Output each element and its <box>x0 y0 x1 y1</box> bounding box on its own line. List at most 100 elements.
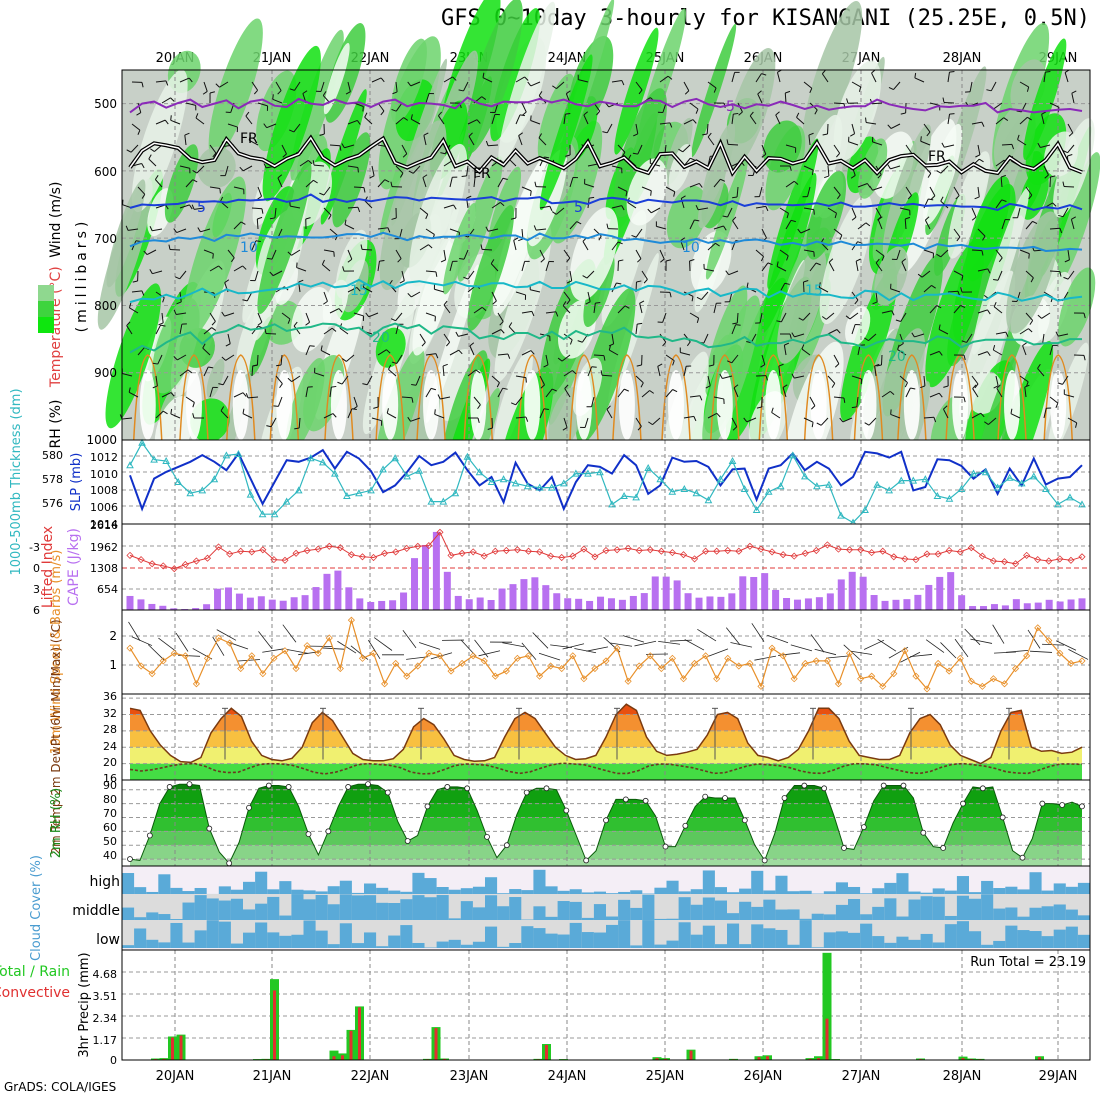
warm-contour <box>324 354 354 441</box>
wind-barb-flag <box>1026 86 1030 92</box>
rh-marker <box>464 785 471 792</box>
thickness-slp-lines <box>126 438 1086 526</box>
wind-barb-flag <box>631 234 637 238</box>
wind-barb <box>443 204 454 209</box>
cloud-cell <box>714 944 728 948</box>
wind-barb <box>491 291 497 302</box>
cloud-cell <box>315 891 329 894</box>
cloud-cell-bg <box>606 894 619 920</box>
wind-barb-flag <box>380 77 385 83</box>
wind-barb <box>347 249 353 260</box>
wind-barb <box>200 228 211 233</box>
rh-shade-blob <box>409 143 468 287</box>
wind-barb-flag <box>437 394 441 400</box>
warm-contour <box>710 354 740 441</box>
wind-barb <box>257 312 263 323</box>
cape-bar <box>268 599 276 610</box>
wind-barb <box>195 117 205 125</box>
wind-barb <box>689 102 699 110</box>
wind-barb-flag <box>165 204 169 210</box>
wind-barb <box>833 102 845 105</box>
cloud-cell <box>388 935 401 948</box>
cloud-cell <box>763 928 776 948</box>
thickness-marker <box>138 438 146 446</box>
wind-barb <box>827 207 837 214</box>
wind-barb <box>122 373 133 377</box>
wind-barb-flag <box>525 377 527 383</box>
wind-barb-flag <box>925 216 930 221</box>
wind-barb <box>377 179 386 188</box>
wind-barb <box>401 270 405 281</box>
surface-wind-barb <box>550 644 573 649</box>
precip-tick: 4.68 <box>93 968 118 981</box>
cloud-layer-labels: high middle low <box>72 874 120 948</box>
rh-shade-blob <box>524 370 541 440</box>
cloud-cell-bg <box>860 894 873 920</box>
wind-barb-flag <box>723 225 727 231</box>
wind-speed-marker <box>314 649 322 657</box>
cloud-cell <box>170 919 183 920</box>
wind-barb-flag <box>716 412 721 418</box>
wind-barb-flag <box>242 265 247 270</box>
wind-barb <box>1017 207 1021 218</box>
cloud-cell <box>545 933 559 948</box>
wind-barb-flag <box>738 111 743 116</box>
wind-barb-flag <box>1055 331 1059 337</box>
lifted-index-axis: -3 0 3 6 <box>29 541 40 617</box>
temperature-axis: 16 20 24 28 32 36 <box>103 690 117 785</box>
wind-barb <box>650 207 661 214</box>
cloud-cell <box>678 891 692 894</box>
upper-air-panel: FR FR FR 5 5 5 10 10 15 15 20 20 500 600… <box>38 0 1100 518</box>
wind-barb-flag <box>979 158 984 163</box>
wind-barb-flag <box>684 90 690 95</box>
wind-barb <box>1064 72 1069 83</box>
rh-shade-blob <box>614 27 659 155</box>
wind-barb-flag <box>637 322 643 325</box>
rh-marker <box>622 796 629 803</box>
wind-barb <box>425 228 435 235</box>
cape-bar <box>312 587 320 610</box>
wind-barb-flag <box>192 179 198 183</box>
lifted-index-marker <box>845 546 854 554</box>
rh-marker <box>860 824 867 831</box>
surface-wind-barb <box>574 648 597 654</box>
wind-barb <box>611 333 615 344</box>
wind-barb <box>923 285 932 293</box>
wind-barb <box>152 228 163 232</box>
cloud-cell-bg <box>896 894 909 920</box>
wind-barb <box>329 228 338 236</box>
bottom-tick-label: 21JAN <box>253 1069 292 1084</box>
thickness-marker <box>126 461 134 469</box>
wind-barb <box>497 178 504 188</box>
cloud-cell <box>944 924 958 948</box>
wind-barb <box>463 81 469 92</box>
wind-barb <box>563 114 566 125</box>
wind-speed-marker <box>292 664 300 673</box>
cloud-cell-bg <box>799 868 813 894</box>
cloud-cell-bg <box>351 868 365 894</box>
cloud-cell-bg <box>412 920 425 948</box>
rh-band <box>130 859 1082 866</box>
cloud-cell <box>1053 904 1067 920</box>
rh-shade-blob <box>463 0 523 155</box>
wind-barb-flag <box>507 353 511 359</box>
cloud-cell <box>472 886 486 894</box>
wind-barb-flag <box>696 296 702 300</box>
wind-barb-flag <box>184 132 190 136</box>
wind-barb <box>251 365 254 377</box>
cloud-cell-bg <box>739 868 752 894</box>
cloud-cell <box>593 904 607 920</box>
wind-barb <box>893 81 901 90</box>
cape-bar <box>870 595 878 610</box>
wind-barb-flag <box>927 173 932 178</box>
cloud-cell <box>920 933 934 948</box>
pressure-tick: 700 <box>94 232 117 246</box>
cloud-cell <box>497 946 510 948</box>
wind-barb <box>233 265 243 272</box>
rh-marker <box>265 782 272 789</box>
cloud-cell <box>835 904 849 920</box>
cloud-cell-bg <box>944 868 958 894</box>
wind-barb-flag <box>811 169 814 176</box>
wind-barb-flag <box>164 119 169 125</box>
wind-barb-flag <box>481 96 487 100</box>
